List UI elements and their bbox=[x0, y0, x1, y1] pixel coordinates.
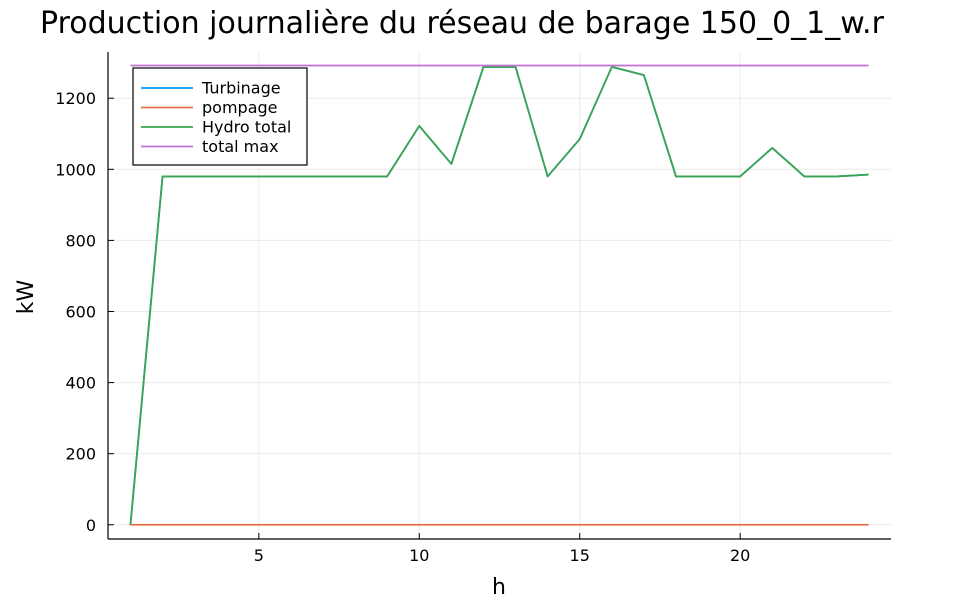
x-tick-label: 5 bbox=[254, 546, 264, 565]
y-ticks: 0 200 400 600 800 1000 1200 bbox=[55, 89, 114, 535]
x-tick-label: 10 bbox=[409, 546, 429, 565]
y-tick-label: 1000 bbox=[55, 160, 96, 179]
series-lines bbox=[129, 64, 869, 526]
chart-title: Production journalière du réseau de bara… bbox=[40, 6, 885, 41]
legend-label-pompage: pompage bbox=[202, 98, 278, 117]
x-tick-label: 20 bbox=[730, 546, 750, 565]
legend-label-hydro-total: Hydro total bbox=[202, 118, 291, 137]
y-tick-label: 0 bbox=[86, 516, 96, 535]
axes bbox=[107, 52, 891, 540]
y-tick-label: 200 bbox=[65, 445, 96, 464]
x-ticks: 5 10 15 20 bbox=[254, 533, 750, 565]
x-axis-label: h bbox=[492, 575, 506, 600]
legend-label-total-max: total max bbox=[202, 137, 279, 156]
y-tick-label: 400 bbox=[65, 374, 96, 393]
legend-label-turbinage: Turbinage bbox=[201, 79, 281, 98]
y-tick-label: 800 bbox=[65, 231, 96, 250]
y-tick-label: 1200 bbox=[55, 89, 96, 108]
x-tick-label: 15 bbox=[570, 546, 590, 565]
y-tick-label: 600 bbox=[65, 302, 96, 321]
series-line-hydro-total bbox=[129, 66, 869, 525]
y-axis-label: kW bbox=[14, 280, 39, 315]
legend-box bbox=[132, 67, 308, 166]
